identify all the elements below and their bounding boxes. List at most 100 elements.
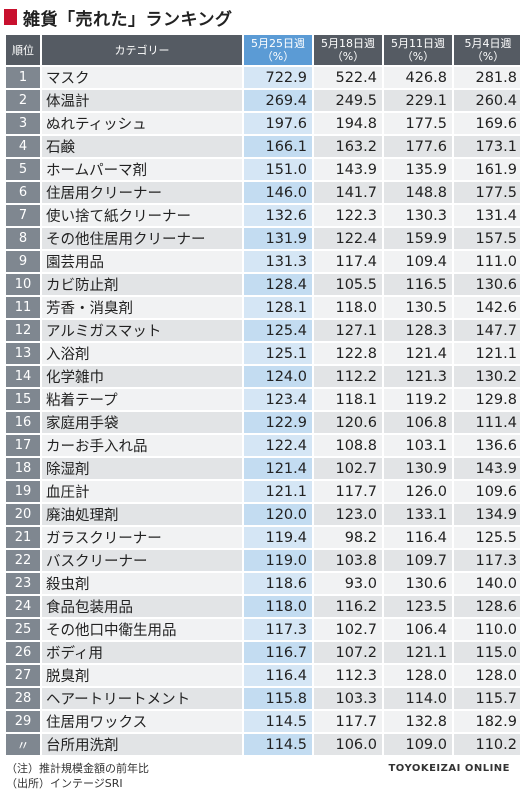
table-row: 29 住居用ワックス 114.5 117.7 132.8 182.9 xyxy=(6,711,520,732)
value-cell-week-2: 130.3 xyxy=(384,205,452,226)
category-cell: ホームパーマ剤 xyxy=(42,159,242,180)
value-cell-week-1: 108.8 xyxy=(314,435,382,456)
table-row: 6 住居用クリーナー 146.0 141.7 148.8 177.5 xyxy=(6,182,520,203)
value-cell-week-3: 169.6 xyxy=(454,113,520,134)
category-cell: 芳香・消臭剤 xyxy=(42,297,242,318)
table-row: 2 体温計 269.4 249.5 229.1 260.4 xyxy=(6,90,520,111)
value-cell-week-2: 128.0 xyxy=(384,665,452,686)
header-week-unit: （%） xyxy=(401,50,435,63)
value-cell-week-0: 122.9 xyxy=(244,412,312,433)
title-bar: 雑貨「売れた」ランキング xyxy=(0,4,520,30)
value-cell-week-1: 103.8 xyxy=(314,550,382,571)
table-row: 18 除湿剤 121.4 102.7 130.9 143.9 xyxy=(6,458,520,479)
category-cell: その他口中衛生用品 xyxy=(42,619,242,640)
value-cell-week-2: 121.1 xyxy=(384,642,452,663)
value-cell-week-0: 124.0 xyxy=(244,366,312,387)
title-marker xyxy=(4,9,17,25)
category-cell: マスク xyxy=(42,67,242,88)
value-cell-week-1: 102.7 xyxy=(314,458,382,479)
header-week-0: 5月25日週 （%） xyxy=(244,35,312,65)
value-cell-week-2: 130.6 xyxy=(384,573,452,594)
category-cell: 殺虫剤 xyxy=(42,573,242,594)
rank-cell: 26 xyxy=(6,642,40,663)
value-cell-week-3: 115.0 xyxy=(454,642,520,663)
table-row: 17 カーお手入れ品 122.4 108.8 103.1 136.6 xyxy=(6,435,520,456)
value-cell-week-2: 109.0 xyxy=(384,734,452,755)
value-cell-week-1: 127.1 xyxy=(314,320,382,341)
value-cell-week-1: 194.8 xyxy=(314,113,382,134)
value-cell-week-0: 123.4 xyxy=(244,389,312,410)
value-cell-week-2: 177.6 xyxy=(384,136,452,157)
value-cell-week-3: 128.0 xyxy=(454,665,520,686)
value-cell-week-2: 109.7 xyxy=(384,550,452,571)
header-week-2: 5月11日週 （%） xyxy=(384,35,452,65)
value-cell-week-0: 114.5 xyxy=(244,734,312,755)
rank-cell: 13 xyxy=(6,343,40,364)
category-cell: ぬれティッシュ xyxy=(42,113,242,134)
value-cell-week-3: 134.9 xyxy=(454,504,520,525)
value-cell-week-1: 122.3 xyxy=(314,205,382,226)
value-cell-week-0: 119.0 xyxy=(244,550,312,571)
table-row: 19 血圧計 121.1 117.7 126.0 109.6 xyxy=(6,481,520,502)
category-cell: ボディ用 xyxy=(42,642,242,663)
rank-cell: 22 xyxy=(6,550,40,571)
value-cell-week-2: 116.5 xyxy=(384,274,452,295)
value-cell-week-1: 102.7 xyxy=(314,619,382,640)
value-cell-week-1: 141.7 xyxy=(314,182,382,203)
value-cell-week-2: 130.9 xyxy=(384,458,452,479)
value-cell-week-1: 122.4 xyxy=(314,228,382,249)
rank-cell: 23 xyxy=(6,573,40,594)
value-cell-week-1: 123.0 xyxy=(314,504,382,525)
value-cell-week-3: 115.7 xyxy=(454,688,520,709)
category-cell: 住居用ワックス xyxy=(42,711,242,732)
category-cell: 化学雑巾 xyxy=(42,366,242,387)
value-cell-week-3: 157.5 xyxy=(454,228,520,249)
value-cell-week-3: 147.7 xyxy=(454,320,520,341)
table-row: 14 化学雑巾 124.0 112.2 121.3 130.2 xyxy=(6,366,520,387)
value-cell-week-2: 135.9 xyxy=(384,159,452,180)
value-cell-week-3: 161.9 xyxy=(454,159,520,180)
value-cell-week-1: 112.3 xyxy=(314,665,382,686)
table-row: 15 粘着テープ 123.4 118.1 119.2 129.8 xyxy=(6,389,520,410)
value-cell-week-2: 126.0 xyxy=(384,481,452,502)
value-cell-week-2: 133.1 xyxy=(384,504,452,525)
rank-cell: 25 xyxy=(6,619,40,640)
header-week-unit: （%） xyxy=(261,50,295,63)
page-title: 雑貨「売れた」ランキング xyxy=(23,9,233,30)
table-row: 20 廃油処理剤 120.0 123.0 133.1 134.9 xyxy=(6,504,520,525)
value-cell-week-3: 125.5 xyxy=(454,527,520,548)
value-cell-week-3: 130.6 xyxy=(454,274,520,295)
table-row: 22 バスクリーナー 119.0 103.8 109.7 117.3 xyxy=(6,550,520,571)
value-cell-week-2: 119.2 xyxy=(384,389,452,410)
value-cell-week-3: 177.5 xyxy=(454,182,520,203)
rank-cell: 14 xyxy=(6,366,40,387)
value-cell-week-1: 522.4 xyxy=(314,67,382,88)
header-week-unit: （%） xyxy=(331,50,365,63)
category-cell: 食品包装用品 xyxy=(42,596,242,617)
table-row: 12 アルミガスマット 125.4 127.1 128.3 147.7 xyxy=(6,320,520,341)
value-cell-week-0: 120.0 xyxy=(244,504,312,525)
value-cell-week-1: 117.7 xyxy=(314,481,382,502)
value-cell-week-2: 128.3 xyxy=(384,320,452,341)
category-cell: 脱臭剤 xyxy=(42,665,242,686)
table-row: 3 ぬれティッシュ 197.6 194.8 177.5 169.6 xyxy=(6,113,520,134)
category-cell: 園芸用品 xyxy=(42,251,242,272)
value-cell-week-2: 103.1 xyxy=(384,435,452,456)
table-row: 5 ホームパーマ剤 151.0 143.9 135.9 161.9 xyxy=(6,159,520,180)
rank-cell: 17 xyxy=(6,435,40,456)
value-cell-week-1: 116.2 xyxy=(314,596,382,617)
value-cell-week-0: 116.7 xyxy=(244,642,312,663)
value-cell-week-2: 159.9 xyxy=(384,228,452,249)
rank-cell: 4 xyxy=(6,136,40,157)
value-cell-week-1: 103.3 xyxy=(314,688,382,709)
value-cell-week-2: 132.8 xyxy=(384,711,452,732)
value-cell-week-3: 117.3 xyxy=(454,550,520,571)
rank-cell: 11 xyxy=(6,297,40,318)
value-cell-week-1: 98.2 xyxy=(314,527,382,548)
table-row: 23 殺虫剤 118.6 93.0 130.6 140.0 xyxy=(6,573,520,594)
category-cell: 石鹸 xyxy=(42,136,242,157)
value-cell-week-1: 107.2 xyxy=(314,642,382,663)
value-cell-week-3: 130.2 xyxy=(454,366,520,387)
value-cell-week-0: 114.5 xyxy=(244,711,312,732)
category-cell: その他住居用クリーナー xyxy=(42,228,242,249)
